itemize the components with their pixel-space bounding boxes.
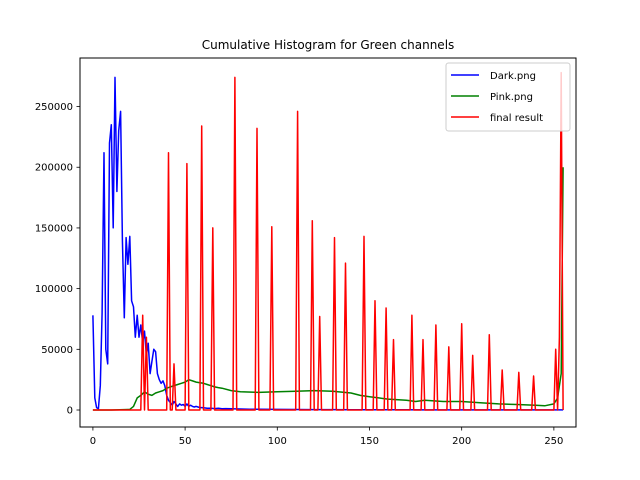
plot-frame: [79, 57, 577, 428]
y-axis: 0 50000 100000 150000 200000 250000: [35, 102, 80, 417]
legend-box: [445, 62, 571, 132]
series-line-2: [92, 167, 564, 411]
y-tick-label: 50000: [41, 345, 73, 356]
y-tick-label: 250000: [35, 102, 73, 113]
plot-lines: [92, 71, 564, 411]
x-tick-label: 250: [544, 436, 563, 447]
legend-label: final result: [490, 113, 543, 124]
x-tick-label: 50: [179, 436, 192, 447]
x-axis: 0 50 100 150 200 250: [90, 427, 563, 447]
y-tick-label: 200000: [35, 163, 73, 174]
y-tick-label: 0: [67, 406, 73, 417]
chart-title: Cumulative Histogram for Green channels: [202, 38, 455, 52]
series-line-3: [92, 71, 564, 411]
y-tick-label: 100000: [35, 284, 73, 295]
legend-label: Pink.png: [490, 92, 533, 103]
legend-label: Dark.png: [490, 71, 536, 82]
x-tick-label: 150: [360, 436, 379, 447]
x-tick-label: 100: [268, 436, 287, 447]
x-tick-label: 200: [452, 436, 471, 447]
legend: Dark.png Pink.png final result: [445, 62, 571, 132]
y-tick-label: 150000: [35, 223, 73, 234]
x-tick-label: 0: [90, 436, 96, 447]
